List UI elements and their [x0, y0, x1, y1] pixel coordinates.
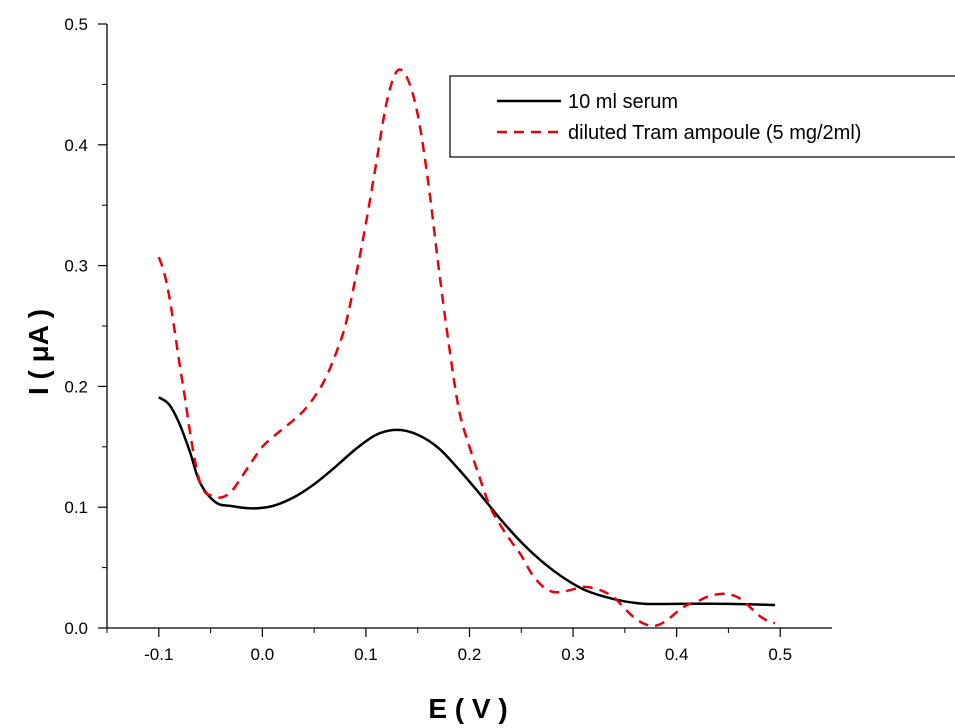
legend-label-series-2: diluted Tram ampoule (5 mg/2ml) [568, 122, 861, 144]
x-tick-label: 0.0 [251, 645, 275, 664]
y-tick-label: 0.4 [64, 136, 88, 155]
x-tick-label: 0.4 [665, 645, 689, 664]
x-tick-label: 0.1 [354, 645, 378, 664]
y-axis-title: I ( μA ) [23, 309, 54, 395]
x-tick-label: 0.2 [458, 645, 482, 664]
legend-label-series-1: 10 ml serum [568, 91, 678, 113]
x-axis-title: E ( V ) [428, 693, 507, 724]
y-tick-label: 0.1 [64, 498, 88, 517]
x-tick-label: 0.3 [561, 645, 585, 664]
legend-box [449, 75, 955, 158]
series-line-1 [158, 396, 776, 607]
y-tick-label: 0.2 [64, 377, 88, 396]
series-lines [157, 68, 776, 628]
y-tick-label: 0.3 [64, 257, 88, 276]
series-line-2 [157, 68, 776, 628]
legend: 10 ml serum diluted Tram ampoule (5 mg/2… [449, 75, 955, 158]
ticks: -0.1 0.0 0.1 0.2 0.3 0.4 0.5 0.0 0.1 0.2 0.3 0.4 0.5 [64, 15, 792, 664]
x-tick-label: -0.1 [144, 645, 173, 664]
y-tick-label: 0.0 [64, 619, 88, 638]
x-tick-label: 0.5 [768, 645, 792, 664]
y-tick-label: 0.5 [64, 15, 88, 34]
